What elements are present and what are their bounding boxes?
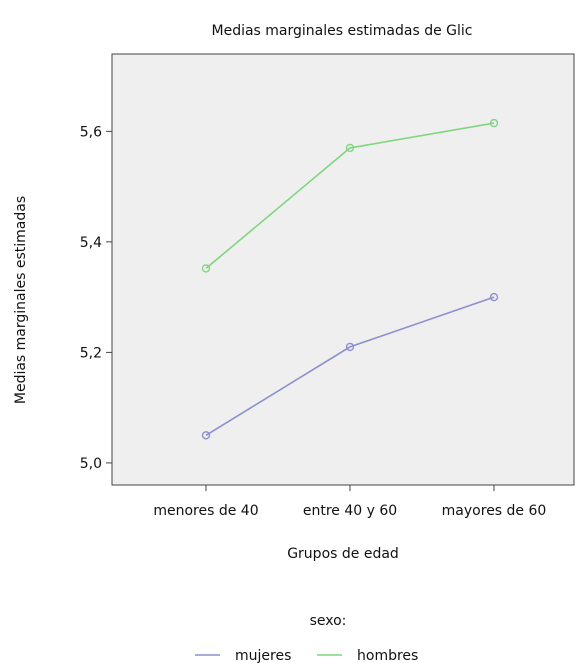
y-tick-label: 5,0 [80,456,102,472]
x-tick-label: entre 40 y 60 [303,503,397,519]
x-tick-label: mayores de 60 [442,503,547,519]
series-layer [201,118,499,440]
y-tick-label: 5,2 [80,345,102,361]
legend-label-hombres: hombres [357,648,418,663]
data-point-mujeres [489,292,499,302]
legend: mujeres hombres [195,648,418,663]
x-tick-label: menores de 40 [153,503,258,519]
legend-label-mujeres: mujeres [235,648,291,663]
plot-area [111,53,575,486]
x-axis-label: Grupos de edad [287,546,399,562]
y-axis-label: Medias marginales estimadas [13,196,29,404]
x-axis: menores de 40 entre 40 y 60 mayores de 60 [153,485,546,519]
legend-title: sexo: [310,613,347,629]
data-point-mujeres [345,342,355,352]
series-line-hombres [205,122,495,270]
data-point-mujeres [201,431,211,440]
y-tick-label: 5,6 [80,124,102,140]
y-tick-label: 5,4 [80,235,102,251]
y-axis: 5,0 5,2 5,4 5,6 [80,124,112,472]
series-line-mujeres [205,296,495,436]
data-point-hombres [201,264,211,273]
data-point-hombres [489,118,499,128]
chart-title: Medias marginales estimadas de Glic [212,23,473,39]
data-point-hombres [345,143,355,153]
